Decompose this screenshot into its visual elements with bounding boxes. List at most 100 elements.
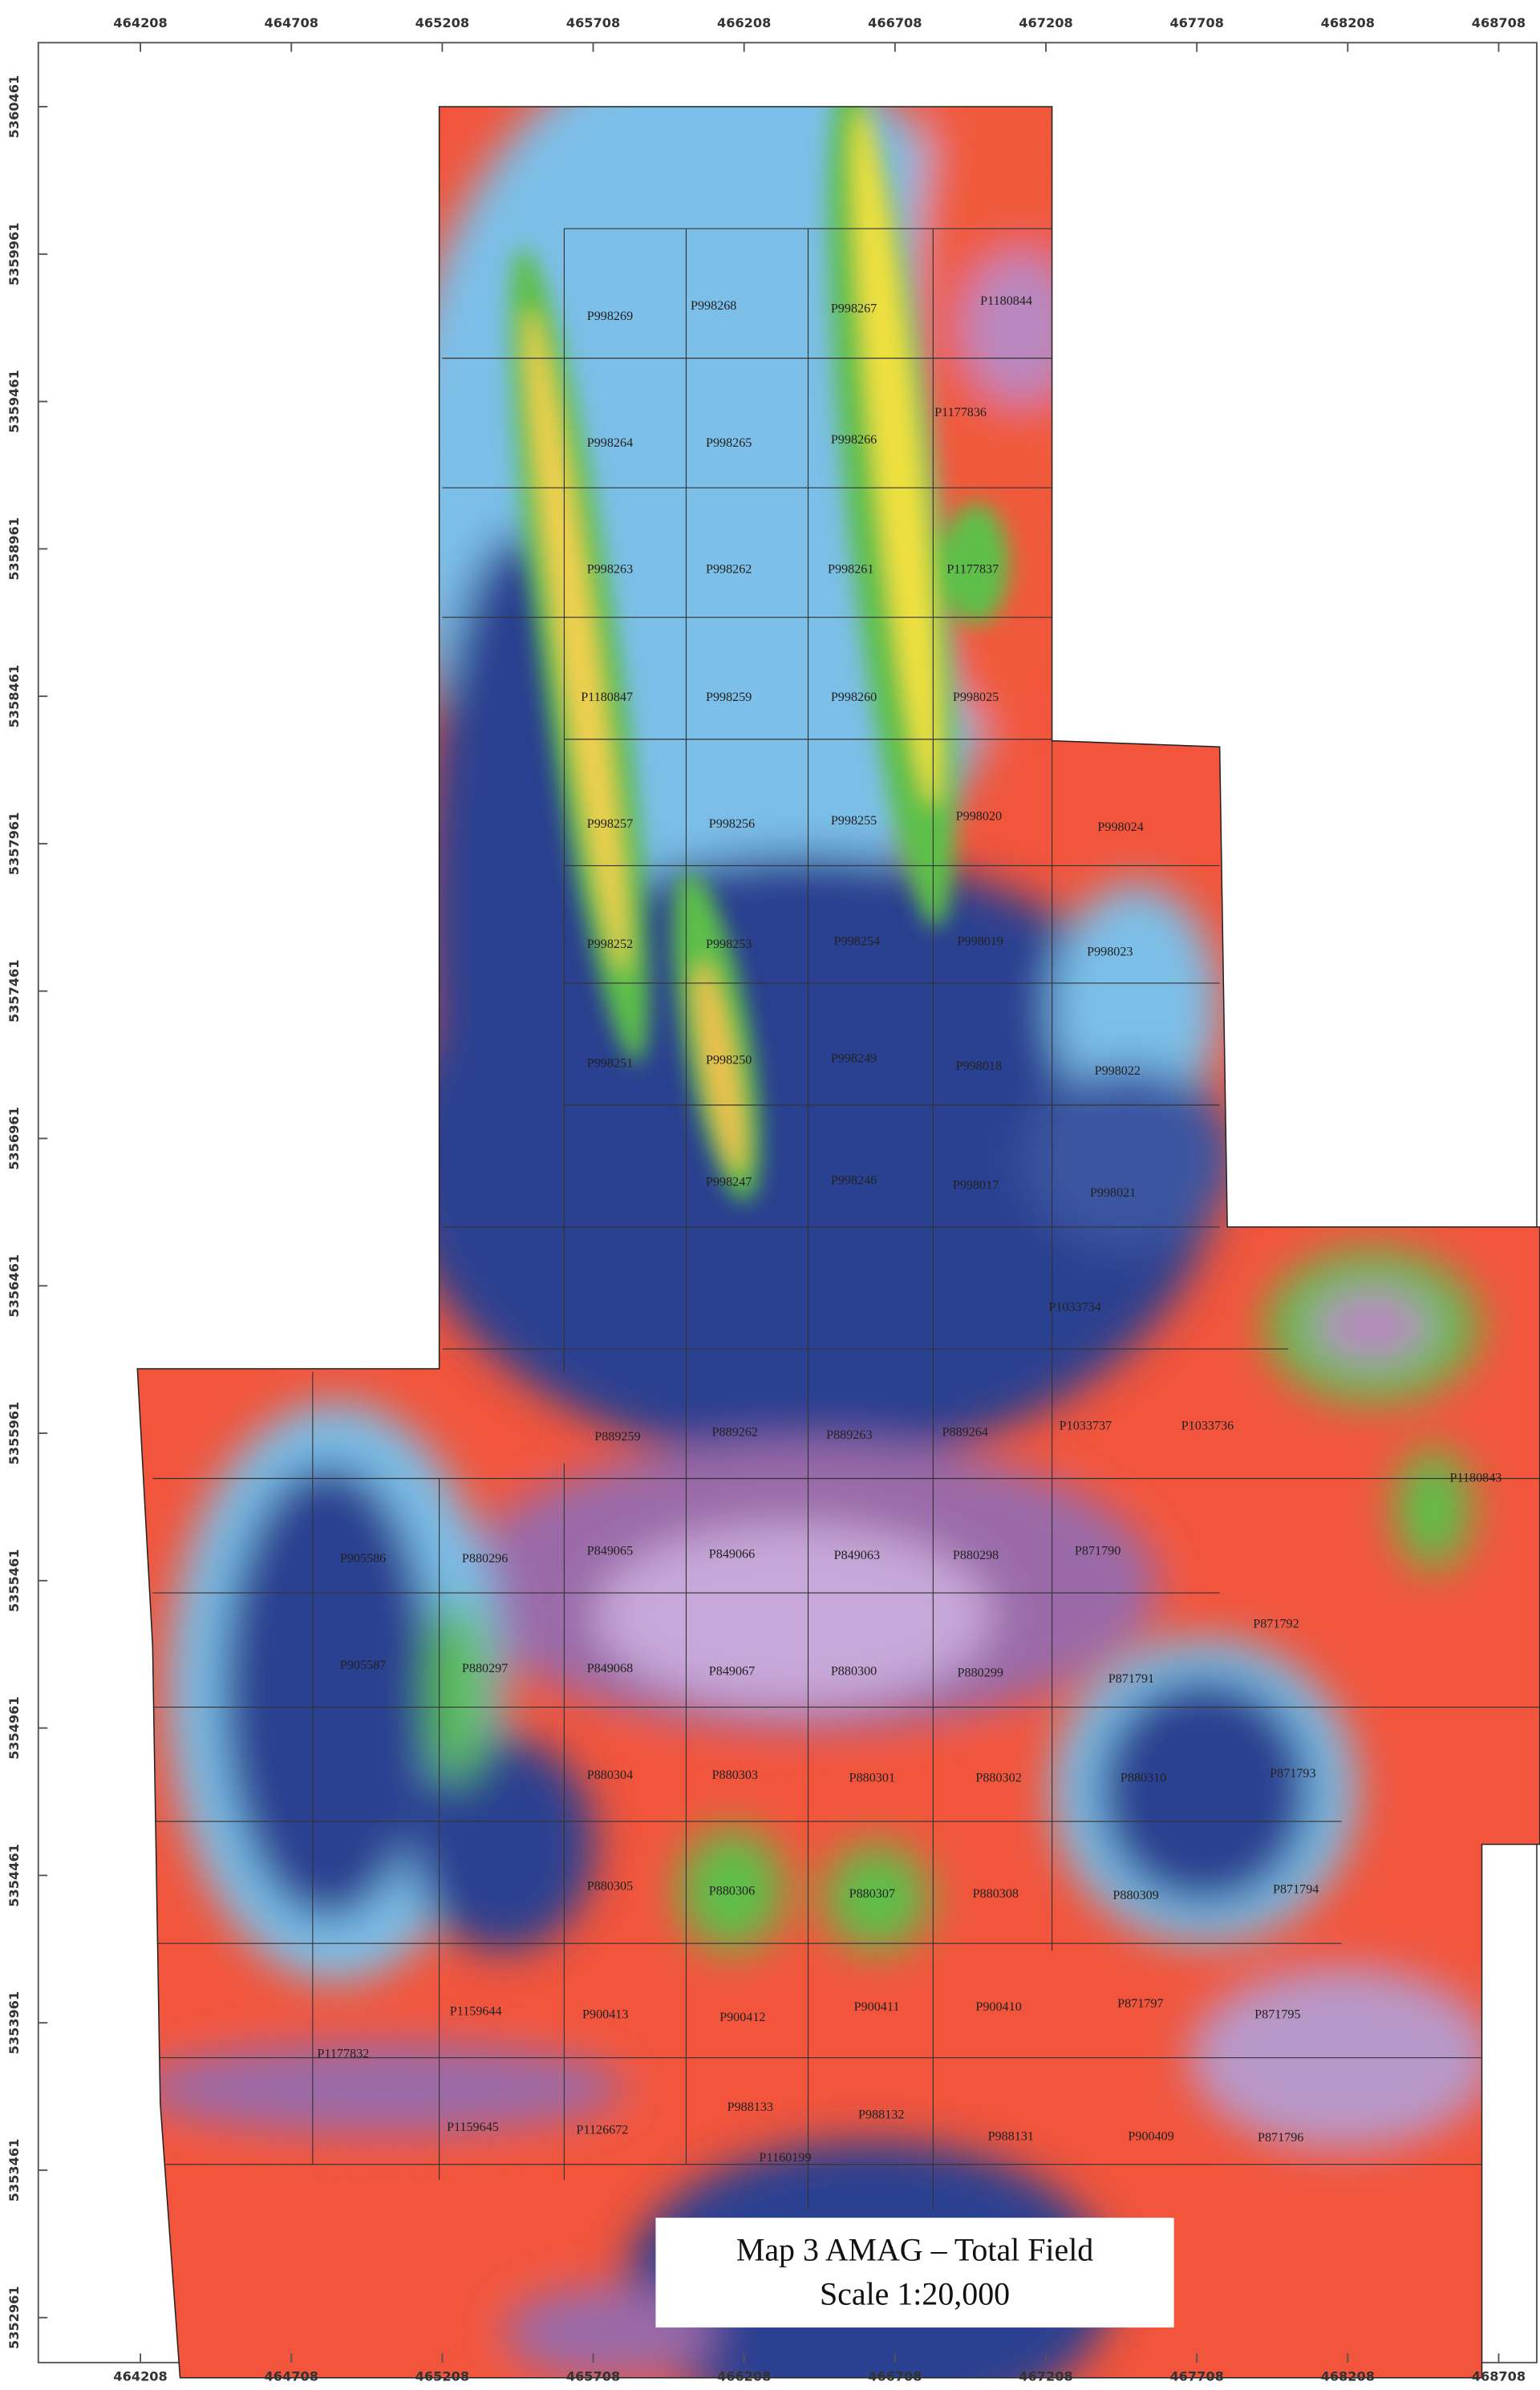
claim-label: P998256 xyxy=(709,817,755,831)
claim-label: P998251 xyxy=(587,1056,633,1070)
map-scale: Scale 1:20,000 xyxy=(820,2276,1010,2312)
northing-label: 5354461 xyxy=(6,1844,22,1907)
claim-label: P880297 xyxy=(462,1662,508,1675)
claim-label: P871790 xyxy=(1075,1545,1121,1558)
claim-label: P998264 xyxy=(587,436,633,450)
claim-label: P880304 xyxy=(587,1768,633,1782)
easting-label: 464208 xyxy=(113,2369,167,2384)
easting-label: 465708 xyxy=(566,15,620,30)
claim-label: P889263 xyxy=(826,1428,872,1442)
northing-label: 5356961 xyxy=(6,1107,22,1170)
claim-label: P871795 xyxy=(1254,2007,1300,2021)
northing-label: 5357961 xyxy=(6,812,22,876)
easting-label: 464208 xyxy=(113,15,167,30)
easting-label: 468708 xyxy=(1472,15,1526,30)
claim-label: P1159644 xyxy=(450,2004,502,2018)
claim-label: P880309 xyxy=(1112,1889,1158,1902)
claim-label: P889264 xyxy=(942,1425,988,1439)
claim-label: P849067 xyxy=(709,1665,755,1679)
claim-label: P900411 xyxy=(854,2000,900,2014)
northing-label: 5358461 xyxy=(6,665,22,728)
anomaly-map xyxy=(0,0,1540,2390)
northing-label: 5355461 xyxy=(6,1549,22,1613)
claim-label: P880296 xyxy=(462,1552,508,1566)
claim-label: P1033737 xyxy=(1060,1420,1112,1433)
easting-label: 464708 xyxy=(265,2369,318,2384)
northing-label: 5353961 xyxy=(6,1991,22,2055)
claim-label: P889262 xyxy=(712,1425,758,1439)
northing-label: 5355961 xyxy=(6,1402,22,1465)
claim-label: P998265 xyxy=(706,436,752,450)
page: {"map":{ "title":"Map 3 AMAG – Total Fie… xyxy=(0,0,1540,2390)
northing-label: 5359461 xyxy=(6,370,22,433)
claim-label: P998247 xyxy=(706,1176,752,1189)
claim-label: P900409 xyxy=(1128,2129,1173,2143)
claim-label: P998257 xyxy=(587,817,633,831)
claim-label: P880310 xyxy=(1121,1772,1166,1785)
claim-label: P900412 xyxy=(719,2011,765,2024)
northing-label: 5359961 xyxy=(6,223,22,286)
claim-label: P988131 xyxy=(988,2129,1034,2143)
claim-label: P905586 xyxy=(340,1552,386,1566)
easting-label: 466708 xyxy=(868,2369,922,2384)
claim-label: P998019 xyxy=(958,934,1003,948)
northing-label: 5352961 xyxy=(6,2286,22,2349)
claim-label: P998253 xyxy=(706,938,752,951)
easting-label: 467708 xyxy=(1169,15,1223,30)
claim-label: P1160199 xyxy=(760,2151,812,2165)
map: Map 3 AMAG – Total Field Scale 1:20,000 … xyxy=(0,0,1540,2390)
easting-label: 467708 xyxy=(1169,2369,1223,2384)
claim-label: P998021 xyxy=(1090,1186,1136,1200)
claim-label: P988132 xyxy=(858,2108,904,2122)
claim-label: P988133 xyxy=(727,2100,773,2114)
claim-label: P900410 xyxy=(975,2000,1021,2014)
northing-label: 5360461 xyxy=(6,75,22,139)
claim-label: P998018 xyxy=(956,1059,1002,1073)
claim-label: P871793 xyxy=(1270,1767,1315,1780)
claim-label: P889259 xyxy=(594,1430,640,1444)
claim-label: P880305 xyxy=(587,1880,633,1894)
easting-label: 467208 xyxy=(1019,15,1072,30)
claim-label: P998266 xyxy=(831,433,877,447)
northing-label: 5354961 xyxy=(6,1696,22,1760)
claim-label: P998259 xyxy=(706,691,752,704)
claim-label: P998254 xyxy=(834,934,880,948)
northing-label: 5353461 xyxy=(6,2139,22,2202)
claim-label: P880299 xyxy=(958,1667,1003,1680)
claim-label: P900413 xyxy=(582,2007,628,2021)
easting-label: 464708 xyxy=(265,15,318,30)
map-title: Map 3 AMAG – Total Field xyxy=(736,2231,1093,2267)
claim-label: P880303 xyxy=(712,1768,758,1782)
claim-label: P998269 xyxy=(587,310,633,323)
claim-label: P998268 xyxy=(691,299,736,313)
claim-label: P998025 xyxy=(953,691,999,704)
claim-label: P880301 xyxy=(849,1772,895,1785)
claim-label: P1159645 xyxy=(447,2121,499,2134)
claim-label: P880306 xyxy=(709,1884,755,1898)
claim-label: P1033736 xyxy=(1181,1420,1234,1433)
claim-label: P998024 xyxy=(1097,820,1143,834)
easting-label: 468708 xyxy=(1472,2369,1526,2384)
claim-label: P871797 xyxy=(1117,1997,1163,2011)
claim-label: P998249 xyxy=(831,1052,877,1066)
northing-label: 5356461 xyxy=(6,1254,22,1318)
claim-label: P849065 xyxy=(587,1545,633,1558)
claim-label: P998267 xyxy=(831,302,877,316)
claim-label: P1177832 xyxy=(317,2048,369,2061)
claim-label: P880308 xyxy=(973,1887,1019,1901)
easting-label: 466208 xyxy=(717,15,771,30)
claim-label: P880307 xyxy=(849,1887,895,1901)
claim-label: P871796 xyxy=(1258,2131,1303,2145)
claim-label: P998017 xyxy=(953,1178,999,1192)
claim-label: P1180844 xyxy=(980,294,1032,308)
claim-label: P998255 xyxy=(831,814,877,828)
claim-label: P998262 xyxy=(706,563,752,577)
claim-label: P849066 xyxy=(709,1547,755,1561)
claim-label: P1126672 xyxy=(577,2124,629,2137)
claim-label: P880298 xyxy=(953,1549,999,1562)
claim-label: P1177837 xyxy=(946,563,999,577)
claim-label: P998022 xyxy=(1095,1064,1141,1078)
claim-label: P880302 xyxy=(975,1772,1021,1785)
claim-label: P849068 xyxy=(587,1662,633,1675)
claim-label: P1180847 xyxy=(581,691,633,704)
